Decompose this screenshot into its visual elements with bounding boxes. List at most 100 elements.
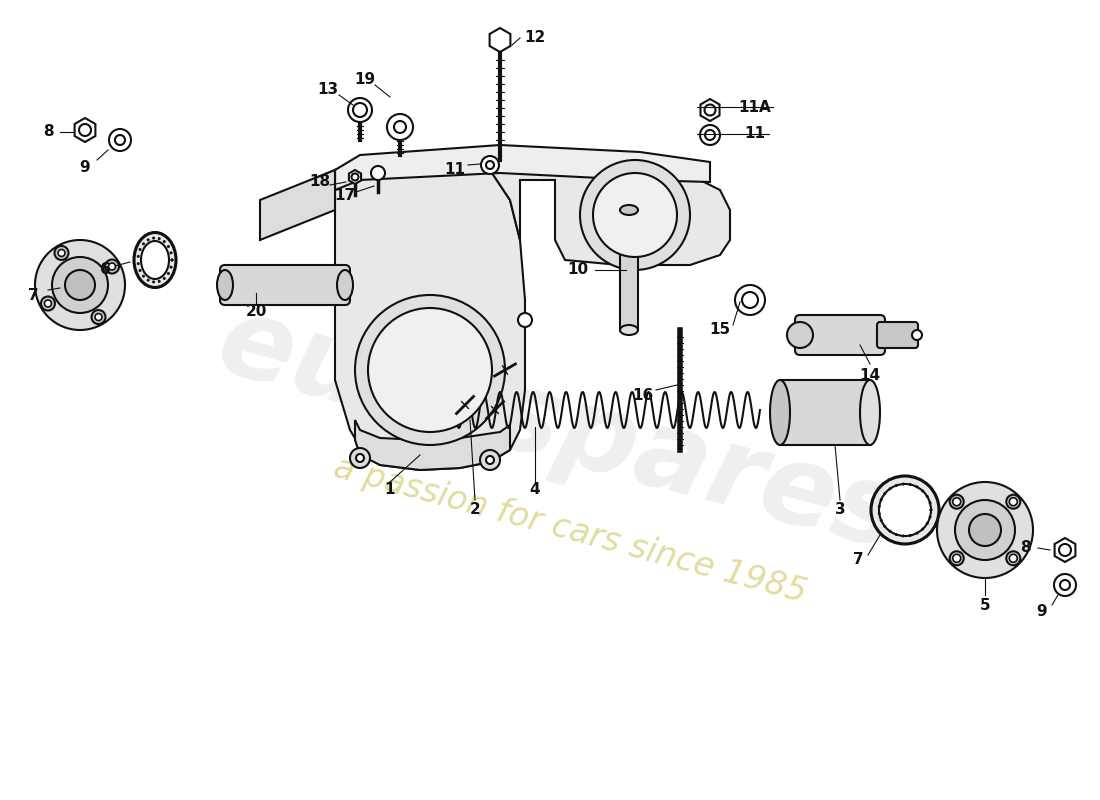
- Circle shape: [486, 456, 494, 464]
- Circle shape: [116, 135, 125, 145]
- Text: 14: 14: [859, 367, 881, 382]
- Circle shape: [937, 482, 1033, 578]
- Ellipse shape: [620, 205, 638, 215]
- Circle shape: [928, 515, 932, 518]
- Polygon shape: [260, 170, 336, 240]
- Circle shape: [371, 166, 385, 180]
- Circle shape: [878, 512, 881, 515]
- Ellipse shape: [879, 484, 931, 536]
- Circle shape: [350, 448, 370, 468]
- Circle shape: [52, 257, 108, 313]
- Circle shape: [949, 551, 964, 566]
- Circle shape: [394, 121, 406, 133]
- Circle shape: [1010, 498, 1018, 506]
- Text: 17: 17: [334, 187, 355, 202]
- Text: 7: 7: [28, 287, 38, 302]
- Circle shape: [55, 246, 68, 260]
- Circle shape: [1060, 580, 1070, 590]
- Text: 18: 18: [309, 174, 331, 190]
- Circle shape: [58, 250, 65, 257]
- Circle shape: [894, 533, 898, 536]
- Circle shape: [889, 487, 891, 490]
- Polygon shape: [490, 28, 510, 52]
- Circle shape: [170, 258, 174, 262]
- Circle shape: [1054, 574, 1076, 596]
- Text: 8: 8: [1020, 541, 1031, 555]
- Circle shape: [883, 525, 887, 528]
- Polygon shape: [355, 420, 510, 470]
- Circle shape: [481, 156, 499, 174]
- Circle shape: [79, 124, 91, 136]
- Circle shape: [742, 292, 758, 308]
- Text: 11: 11: [745, 126, 766, 142]
- Ellipse shape: [620, 325, 638, 335]
- Circle shape: [146, 238, 150, 242]
- Circle shape: [35, 240, 125, 330]
- Text: 1: 1: [385, 482, 395, 498]
- Circle shape: [909, 483, 912, 486]
- Circle shape: [368, 308, 492, 432]
- Circle shape: [953, 554, 960, 562]
- Text: 8: 8: [43, 125, 53, 139]
- Circle shape: [894, 484, 898, 487]
- Circle shape: [387, 114, 412, 140]
- Text: 9: 9: [79, 161, 90, 175]
- Circle shape: [921, 527, 924, 530]
- Polygon shape: [265, 170, 336, 220]
- Polygon shape: [336, 145, 710, 190]
- Circle shape: [356, 454, 364, 462]
- Circle shape: [969, 514, 1001, 546]
- Circle shape: [480, 450, 501, 470]
- FancyBboxPatch shape: [795, 315, 886, 355]
- Circle shape: [169, 266, 173, 269]
- Circle shape: [878, 505, 881, 508]
- Circle shape: [700, 125, 720, 145]
- Text: 11A: 11A: [738, 99, 771, 114]
- Circle shape: [902, 482, 904, 486]
- Circle shape: [142, 242, 145, 246]
- Circle shape: [170, 258, 174, 262]
- Circle shape: [142, 274, 145, 278]
- Circle shape: [109, 263, 116, 270]
- Polygon shape: [75, 118, 96, 142]
- Text: 7: 7: [852, 553, 864, 567]
- Circle shape: [163, 277, 166, 280]
- Text: eurospares: eurospares: [207, 287, 913, 573]
- Circle shape: [355, 295, 505, 445]
- Circle shape: [348, 98, 372, 122]
- Ellipse shape: [134, 233, 176, 287]
- Circle shape: [1010, 554, 1018, 562]
- Circle shape: [136, 255, 140, 258]
- Circle shape: [1006, 551, 1021, 566]
- Polygon shape: [701, 99, 719, 121]
- Circle shape: [955, 500, 1015, 560]
- Ellipse shape: [217, 270, 233, 300]
- Circle shape: [915, 486, 918, 489]
- Text: 11: 11: [444, 162, 465, 178]
- Circle shape: [705, 130, 715, 140]
- Circle shape: [139, 248, 142, 251]
- Circle shape: [912, 330, 922, 340]
- Text: 2: 2: [470, 502, 481, 518]
- Circle shape: [152, 237, 155, 239]
- Circle shape: [880, 519, 882, 522]
- Circle shape: [169, 251, 173, 254]
- Circle shape: [41, 297, 55, 310]
- Bar: [620, 210, 638, 330]
- Circle shape: [163, 240, 166, 243]
- Circle shape: [1059, 544, 1071, 556]
- Text: 15: 15: [710, 322, 730, 338]
- Circle shape: [926, 522, 928, 525]
- Text: 3: 3: [835, 502, 845, 518]
- Circle shape: [44, 300, 52, 307]
- Circle shape: [1006, 494, 1021, 509]
- Circle shape: [353, 103, 367, 117]
- Text: 19: 19: [354, 73, 375, 87]
- Circle shape: [486, 161, 494, 169]
- Circle shape: [926, 495, 928, 498]
- Circle shape: [928, 502, 932, 505]
- Ellipse shape: [770, 380, 790, 445]
- Polygon shape: [490, 170, 730, 265]
- Text: 20: 20: [245, 305, 266, 319]
- Circle shape: [104, 259, 119, 274]
